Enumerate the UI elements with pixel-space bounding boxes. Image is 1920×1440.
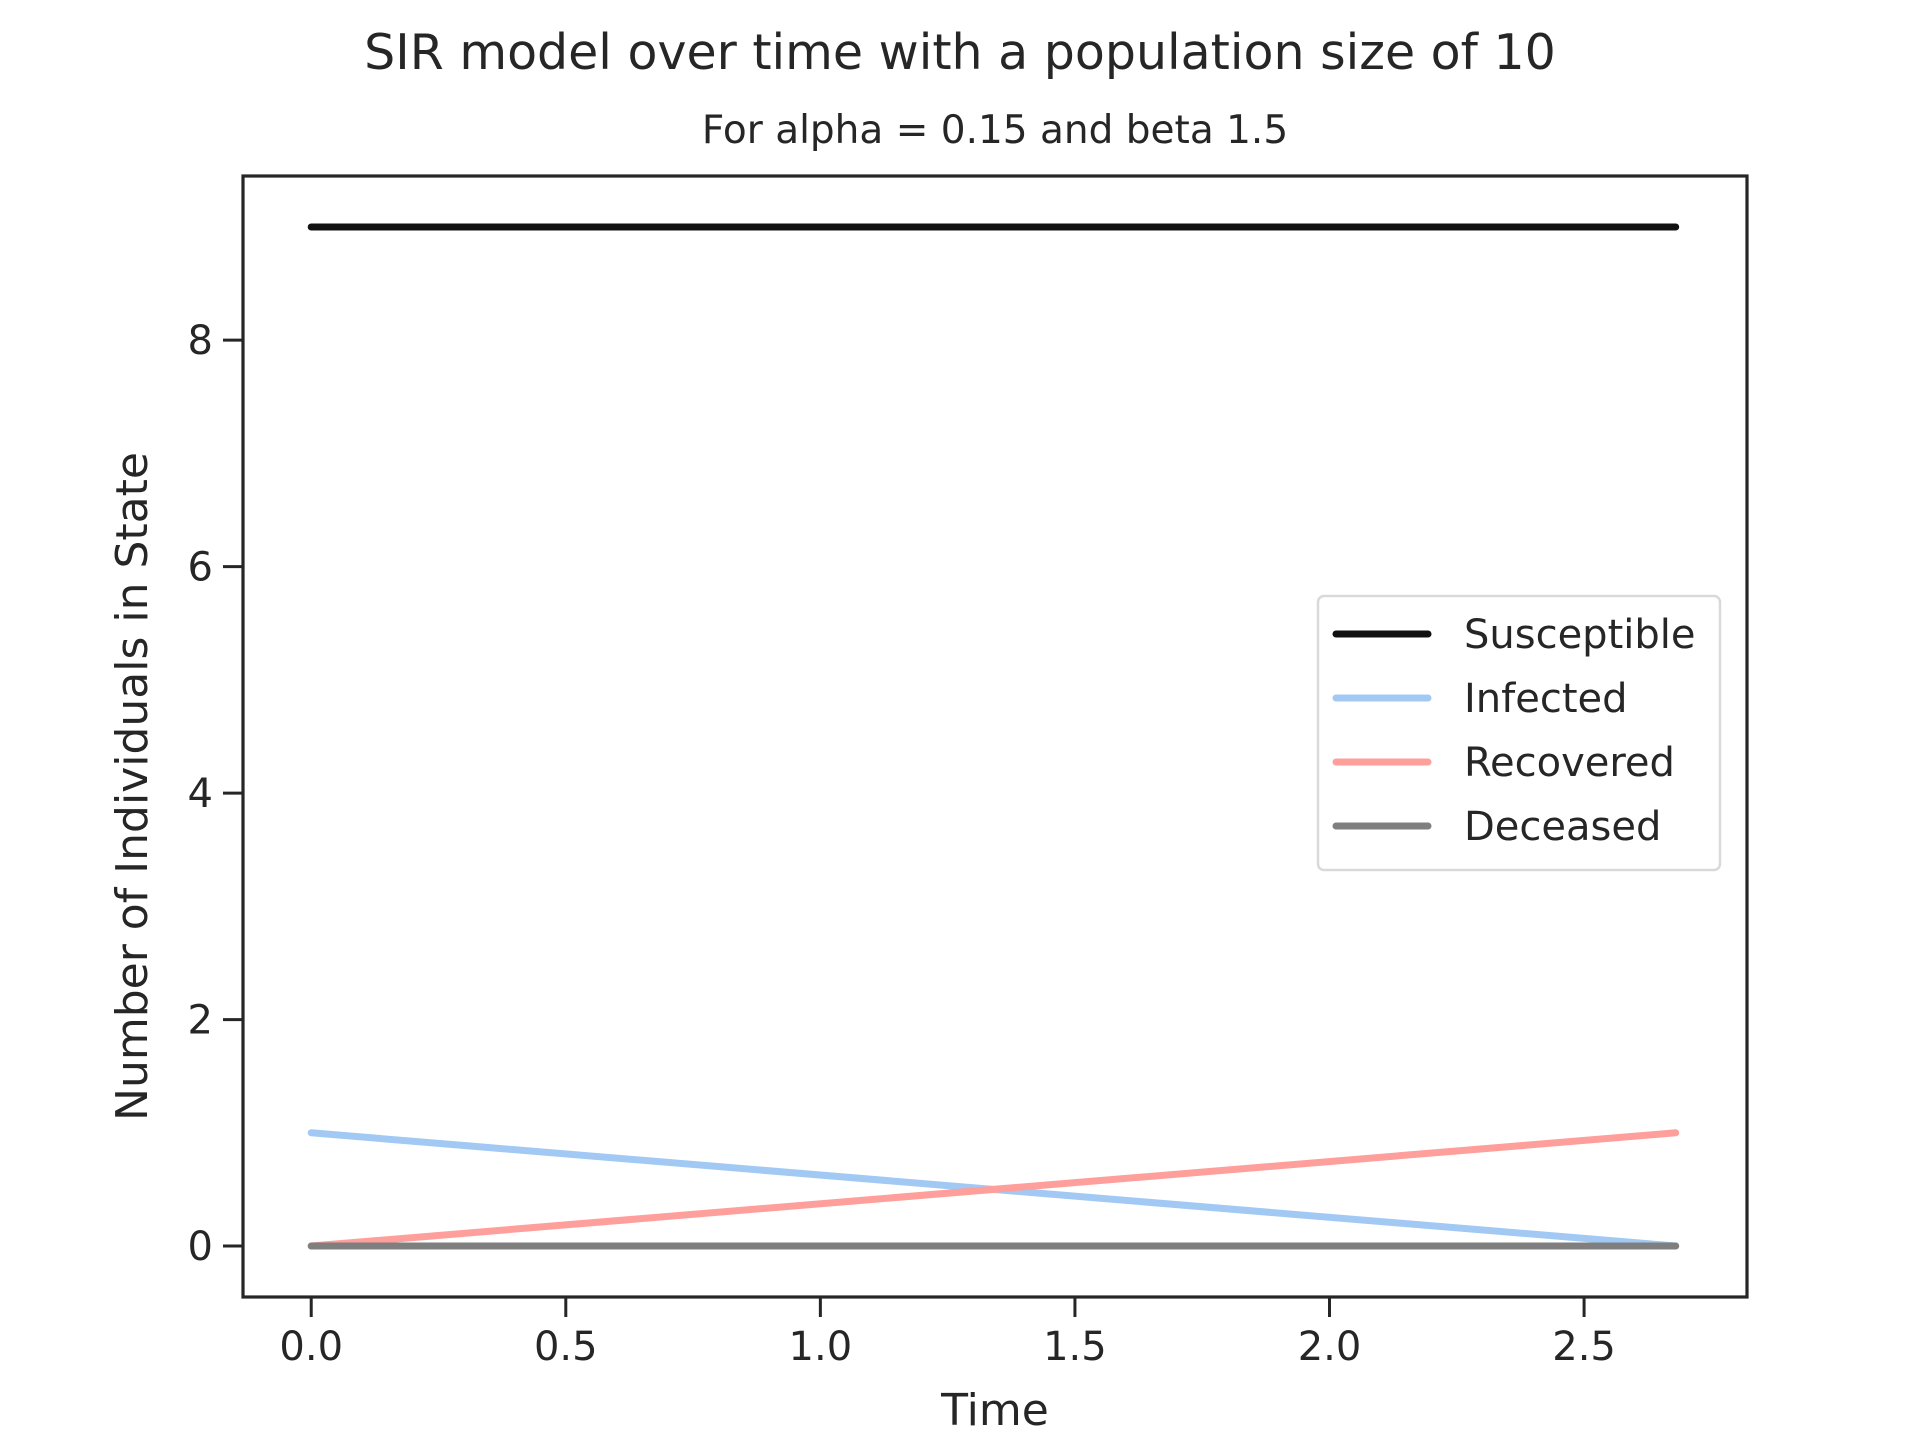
y-tick-label: 8 bbox=[188, 318, 213, 364]
x-tick-label: 1.0 bbox=[789, 1324, 853, 1370]
plot-frame bbox=[241, 174, 1749, 1299]
y-tick-label: 6 bbox=[188, 545, 213, 591]
y-tick-label: 0 bbox=[188, 1224, 213, 1270]
y-tick-label: 2 bbox=[188, 998, 213, 1044]
x-tick-label: 1.5 bbox=[1043, 1324, 1107, 1370]
x-tick-label: 2.5 bbox=[1552, 1324, 1616, 1370]
x-axis-label: Time bbox=[940, 1385, 1049, 1436]
legend-label-susceptible: Susceptible bbox=[1464, 612, 1695, 658]
series-line-recovered bbox=[307, 1129, 1680, 1250]
x-tick-label: 0.5 bbox=[534, 1324, 598, 1370]
x-tick-label: 2.0 bbox=[1298, 1324, 1362, 1370]
legend bbox=[1316, 594, 1722, 872]
legend-label-deceased: Deceased bbox=[1464, 804, 1661, 850]
x-tick-label: 0.0 bbox=[279, 1324, 343, 1370]
legend-label-infected: Infected bbox=[1464, 676, 1628, 722]
chart-title: SIR model over time with a population si… bbox=[364, 24, 1556, 81]
chart-subtitle: For alpha = 0.15 and beta 1.5 bbox=[701, 108, 1289, 153]
legend-label-recovered: Recovered bbox=[1464, 740, 1675, 786]
y-tick-label: 4 bbox=[188, 771, 213, 817]
y-axis-label: Number of Individuals in State bbox=[107, 452, 158, 1121]
